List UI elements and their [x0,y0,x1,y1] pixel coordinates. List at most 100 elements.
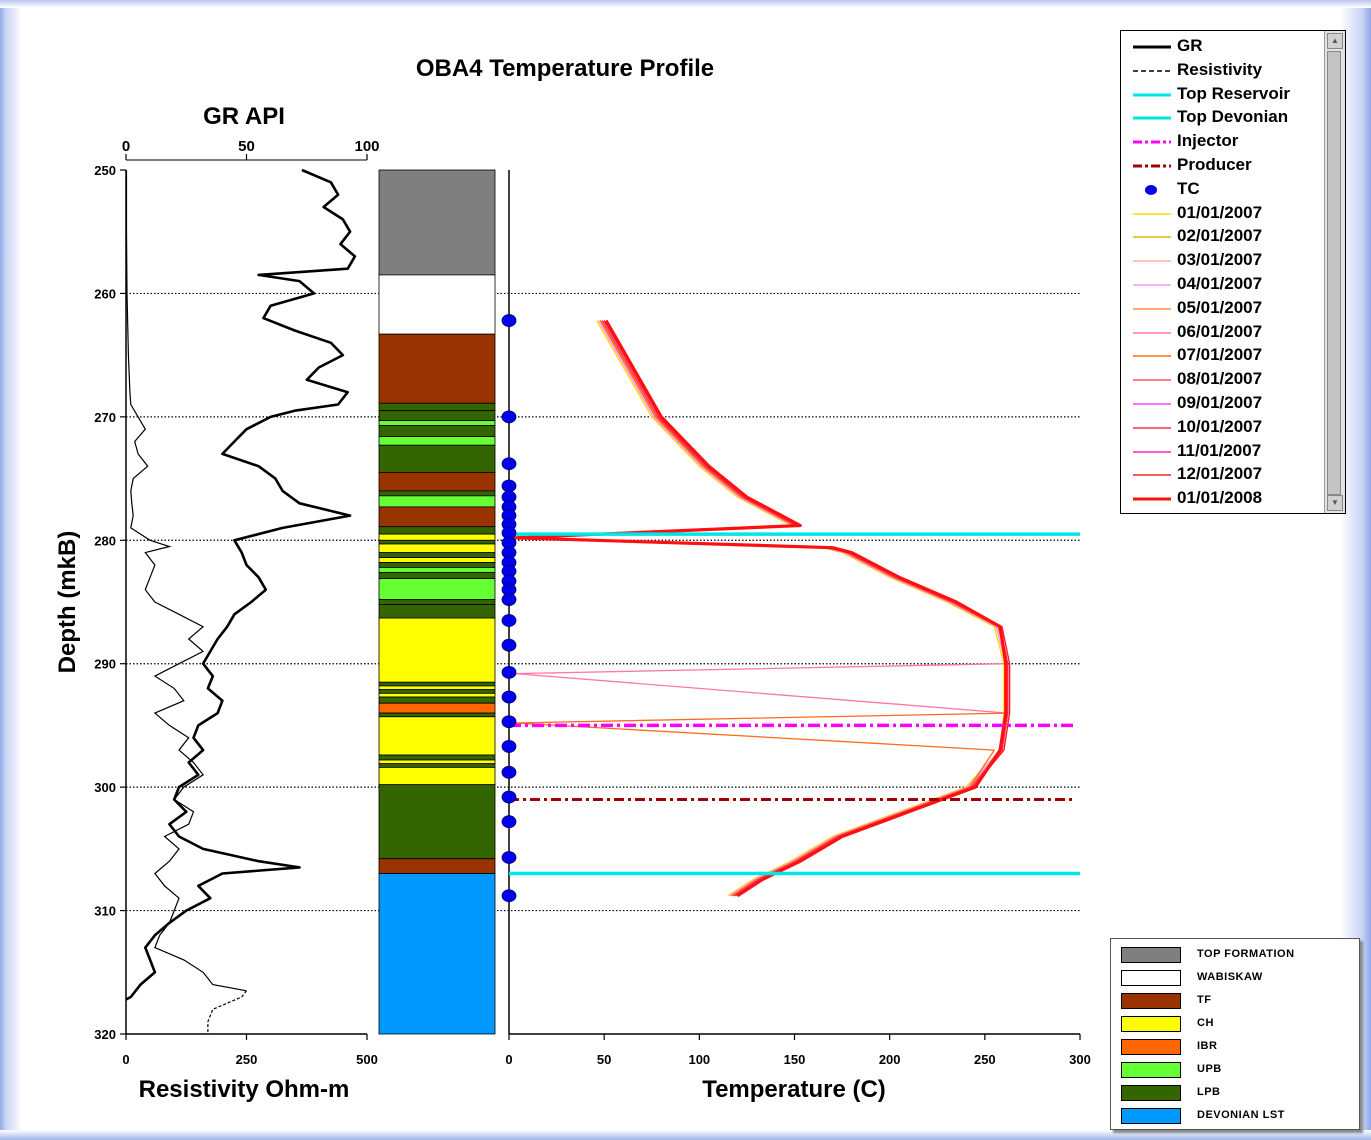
formation-band [378,763,496,768]
temperature-line-01-01-2008 [513,319,1008,898]
legend-label: 04/01/2007 [1177,273,1263,293]
legend-swatch [1133,212,1171,215]
formation-legend-label: DEVONIAN LST [1197,1109,1285,1121]
temp-tick-label: 300 [1069,1052,1091,1067]
temperature-line-03-01-2007 [514,320,1007,897]
formation-band [378,617,496,683]
legend-label: TC [1177,178,1200,198]
formation-band [378,436,496,446]
tc-point [501,410,517,424]
legend-swatch [1133,70,1171,72]
formation-swatch [1121,947,1181,963]
legend-swatch [1133,427,1171,429]
formation-band [378,873,496,1035]
legend-label: 01/01/2007 [1177,202,1263,222]
legend-swatch [1133,116,1171,120]
formation-swatch [1121,993,1181,1009]
axes: 250 260 270 280 290 300 310 320 0 50 100 0 250 500 0 50… [94,138,1091,1067]
formation-band [378,274,496,335]
depth-tick-label: 300 [94,780,116,795]
legend-label: GR [1177,36,1203,55]
legend-swatch [1133,93,1171,97]
formation-band [378,696,496,704]
formation-band [378,420,496,426]
legend-swatch [1133,379,1171,381]
formation-swatch [1121,1062,1181,1078]
scroll-thumb[interactable] [1327,51,1341,495]
legend-label: 09/01/2007 [1177,392,1263,412]
scroll-down-icon[interactable]: ▼ [1327,495,1343,511]
temperature-line-02-01-2007 [514,320,1007,897]
formation-legend: TOP FORMATION WABISKAW TF CH IBR UPB LPB DEVONI… [1110,938,1360,1130]
formation-band [378,410,496,421]
formation-band [378,402,496,412]
temperature-axis-label: Temperature (C) [702,1076,886,1103]
resistivity-log-dashed [207,990,247,1034]
scroll-up-icon[interactable]: ▲ [1327,33,1343,49]
gr-tick-label: 50 [238,138,255,155]
tc-point [501,851,517,864]
formation-band [378,692,496,698]
formation-column [378,169,496,1035]
formation-band [378,681,496,687]
formation-legend-label: IBR [1197,1040,1218,1052]
formation-swatch [1121,1039,1181,1055]
tc-point [501,638,517,652]
depth-tick-label: 320 [94,1027,116,1042]
legend-label: 07/01/2007 [1177,345,1263,365]
formation-legend-label: WABISKAW [1197,971,1263,983]
formation-band [378,425,496,438]
formation-band [378,526,496,535]
tc-points [501,314,517,903]
formation-band [378,702,496,714]
formation-legend-label: UPB [1197,1063,1222,1075]
temperature-line-06-01-2007 [514,320,1009,897]
formation-band [378,169,496,276]
res-tick-label: 500 [356,1052,378,1067]
formation-band [378,539,496,545]
depth-tick-label: 250 [94,163,116,178]
formation-swatch [1121,970,1181,986]
formation-band [378,557,496,563]
well-markers [509,532,1080,876]
formation-band [378,784,496,860]
formation-band [378,858,496,874]
formation-swatch [1121,1016,1181,1032]
legend-swatch [1133,403,1171,405]
formation-band [378,495,496,508]
formation-band [378,766,496,786]
legend-swatch [1133,284,1171,286]
formation-band [378,604,496,619]
legend-label: 05/01/2007 [1177,297,1263,317]
legend-label: Injector [1177,131,1239,151]
legend-swatch [1133,355,1171,358]
formation-swatch [1121,1085,1181,1101]
legend-label: Producer [1177,154,1252,174]
temp-tick-label: 150 [784,1052,806,1067]
legend-swatch [1133,308,1171,310]
temperature-line-11-01-2007 [514,320,1011,897]
legend-label: 01/01/2008 [1177,488,1263,508]
legend-swatch [1133,497,1171,501]
legend-swatch [1133,140,1171,144]
formation-band [378,471,496,492]
well-logs [125,168,357,1034]
formation-band [378,685,496,691]
legend-label: 11/01/2007 [1177,440,1262,460]
tc-point [501,715,517,729]
legend-label: 12/01/2007 [1177,464,1263,484]
formation-band [378,716,496,756]
legend-label: Top Reservoir [1177,83,1291,103]
legend-scrollbar[interactable]: ▲ ▼ [1324,31,1345,513]
tc-point [501,815,517,829]
formation-swatch [1121,1108,1181,1124]
formation-band [378,578,496,600]
formation-band [378,567,496,573]
legend-swatch [1133,164,1171,168]
res-tick-label: 250 [236,1052,258,1067]
legend-swatch [1133,45,1171,49]
formation-legend-label: CH [1197,1017,1214,1029]
formation-legend-label: TF [1197,994,1212,1006]
legend-label: 06/01/2007 [1177,321,1263,341]
